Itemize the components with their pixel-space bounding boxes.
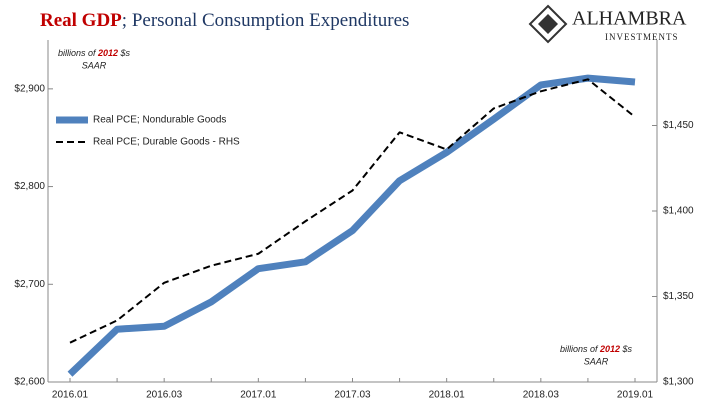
legend-label: Real PCE; Durable Goods - RHS (93, 137, 240, 148)
y2-tick-label: $1,300 (663, 377, 694, 388)
x-tick-label: 2018.01 (429, 390, 466, 401)
annotation-part: 2012 (599, 344, 620, 354)
title-rest: ; Personal Consumption Expenditures (122, 10, 410, 31)
annotation-sub: SAAR (584, 356, 609, 366)
annotation-part: billions of (560, 344, 600, 354)
y2-tick-label: $1,350 (663, 291, 694, 302)
chart-title: Real GDP; Personal Consumption Expenditu… (40, 10, 409, 31)
title-highlight: Real GDP (40, 10, 122, 31)
x-tick-label: 2016.01 (52, 390, 89, 401)
series-line (69, 78, 636, 344)
x-tick-label: 2017.01 (240, 390, 277, 401)
annotation: billions of 2012 $s (58, 48, 131, 58)
y-tick-label: $2,900 (14, 83, 45, 94)
x-tick-label: 2016.03 (146, 390, 183, 401)
annotation-part: $s (118, 48, 131, 58)
logo-sub: INVESTMENTS (605, 32, 679, 42)
logo-mark-inner (538, 14, 558, 34)
annotation-part: billions of (58, 48, 98, 58)
y-tick-label: $2,600 (14, 377, 45, 388)
y2-tick-label: $1,400 (663, 206, 694, 217)
y-tick-label: $2,700 (14, 279, 45, 290)
annotation-sub: SAAR (82, 60, 107, 70)
y2-tick-label: $1,450 (663, 120, 694, 131)
x-tick-label: 2018.03 (523, 390, 560, 401)
x-tick-label: 2017.03 (334, 390, 371, 401)
y-tick-label: $2,800 (14, 181, 45, 192)
series-line (67, 74, 636, 377)
x-tick-label: 2019.01 (617, 390, 654, 401)
logo-mark (528, 4, 568, 44)
annotation: billions of 2012 $s (560, 344, 633, 354)
legend-label: Real PCE; Nondurable Goods (93, 115, 226, 126)
annotation-part: 2012 (97, 48, 118, 58)
logo: ALHAMBRA INVESTMENTS (528, 4, 687, 44)
annotation-part: $s (620, 344, 633, 354)
logo-name: ALHAMBRA (572, 8, 687, 30)
